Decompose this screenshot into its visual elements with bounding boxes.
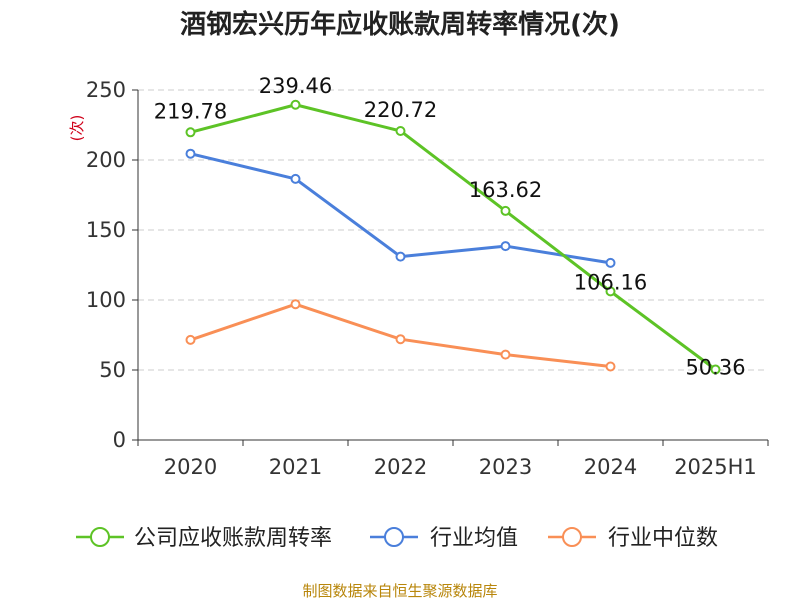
gridlines [138,89,768,371]
data-point-1 [395,251,406,262]
data-point-0 [290,99,301,110]
x-tick-label: 2021 [269,455,322,479]
y-tick-label: 0 [113,428,126,452]
data-point-2 [605,361,616,372]
x-tick-label: 2022 [374,455,427,479]
data-label: 106.16 [574,270,647,294]
data-label: 239.46 [259,74,332,98]
data-point-1 [290,173,301,184]
x-tick-label: 2025H1 [674,455,757,479]
legend: 公司应收账款周转率 行业均值 行业中位数 [76,526,718,551]
data-point-0 [185,127,196,138]
data-label: 219.78 [154,99,227,123]
series-line-1 [190,152,611,265]
data-point-2 [185,334,196,345]
x-tick-label: 2024 [584,455,637,479]
y-axis-label: (次) [68,115,86,142]
data-label: 163.62 [469,178,542,202]
legend-marker [90,527,110,547]
y-tick-label: 200 [86,148,126,172]
source-note: 制图数据来自恒生聚源数据库 [302,582,497,600]
data-point-2 [395,334,406,345]
data-label: 220.72 [364,98,437,122]
chart-title: 酒钢宏兴历年应收账款周转率情况(次) [180,9,620,40]
x-tick-label: 2020 [164,455,217,479]
data-point-1 [185,148,196,159]
data-point-1 [500,241,511,252]
data-point-0 [395,125,406,136]
legend-label: 公司应收账款周转率 [134,526,332,551]
data-labels: 219.78 239.46 220.72 163.62 106.16 50.36 [154,74,746,380]
series-lines [185,99,721,375]
data-point-0 [605,286,616,297]
y-tick-label: 100 [86,288,126,312]
legend-marker [562,527,582,547]
legend-label: 行业均值 [430,526,518,551]
x-tick-label: 2023 [479,455,532,479]
legend-marker [384,527,404,547]
legend-label: 行业中位数 [608,526,718,551]
data-point-0 [500,205,511,216]
data-label: 50.36 [685,355,745,379]
series-line-0 [190,103,717,371]
data-point-2 [500,349,511,360]
y-tick-label: 150 [86,218,126,242]
y-tick-label: 50 [99,358,126,382]
y-tick-label: 250 [86,78,126,102]
data-point-0 [710,364,721,375]
data-point-2 [290,299,301,310]
axes: 0 50 100 150 200 250 2020 2021 2022 2023 2024 2025H… [86,78,769,479]
data-point-1 [605,257,616,268]
